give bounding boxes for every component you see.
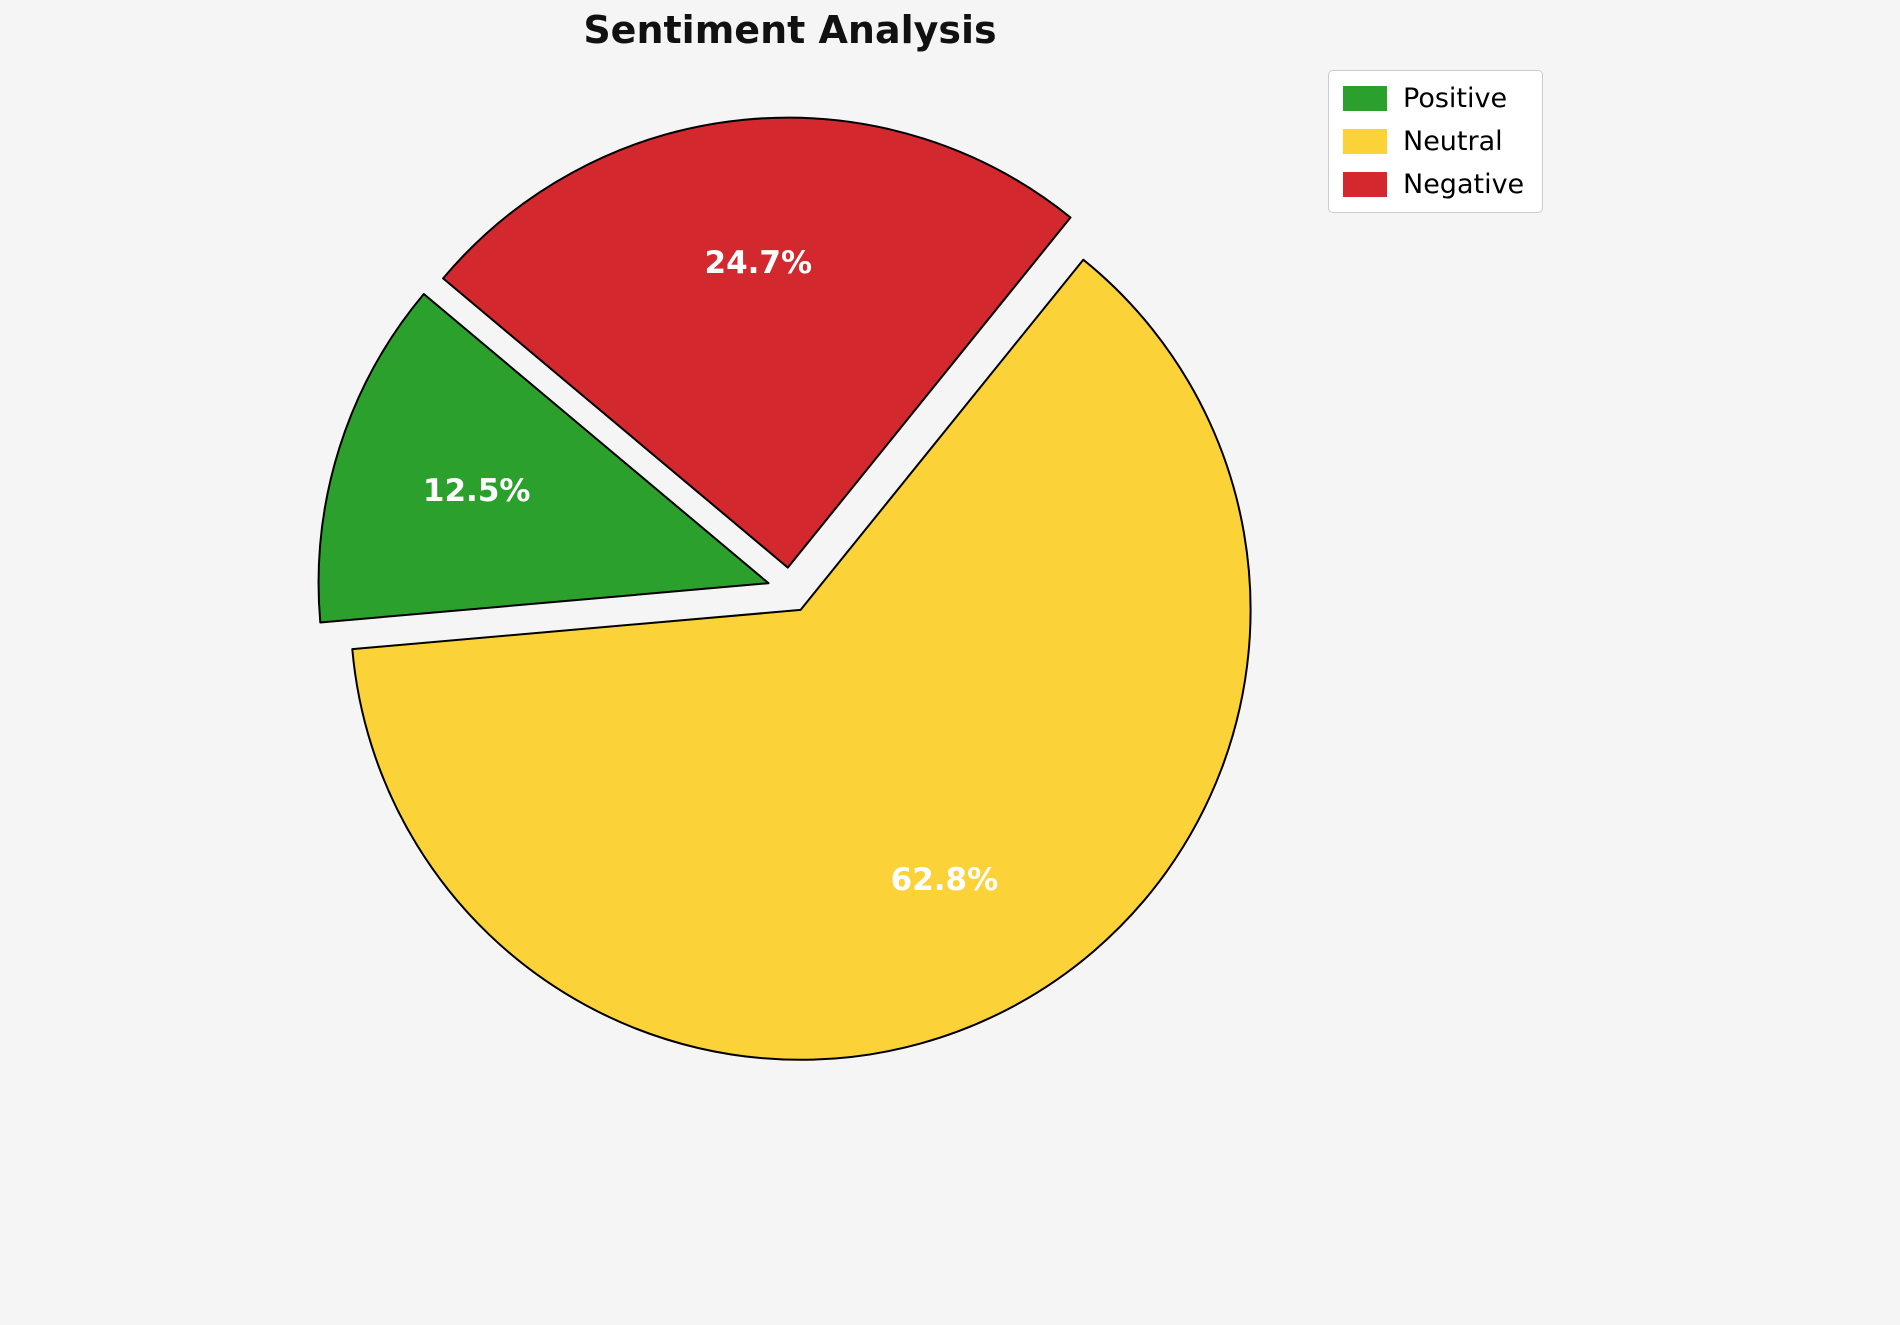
legend-item-negative: Negative — [1343, 169, 1524, 200]
pie-percentage-label-negative: 24.7% — [705, 245, 813, 281]
pie-slice-negative — [442, 116, 1072, 569]
legend-item-positive: Positive — [1343, 83, 1524, 114]
pie-slice-neutral — [351, 258, 1252, 1061]
legend-swatch-neutral — [1343, 129, 1387, 154]
legend-label-positive: Positive — [1403, 83, 1508, 114]
legend-label-neutral: Neutral — [1403, 126, 1503, 157]
pie-percentage-label-positive: 12.5% — [423, 473, 531, 509]
legend-label-negative: Negative — [1403, 169, 1525, 200]
legend-swatch-positive — [1343, 86, 1387, 111]
pie-percentage-label-neutral: 62.8% — [891, 862, 999, 898]
chart-title: Sentiment Analysis — [583, 8, 997, 52]
pie-slice-positive — [317, 293, 770, 624]
legend-item-neutral: Neutral — [1343, 126, 1524, 157]
legend: Positive Neutral Negative — [1328, 70, 1544, 213]
legend-swatch-negative — [1343, 172, 1387, 197]
